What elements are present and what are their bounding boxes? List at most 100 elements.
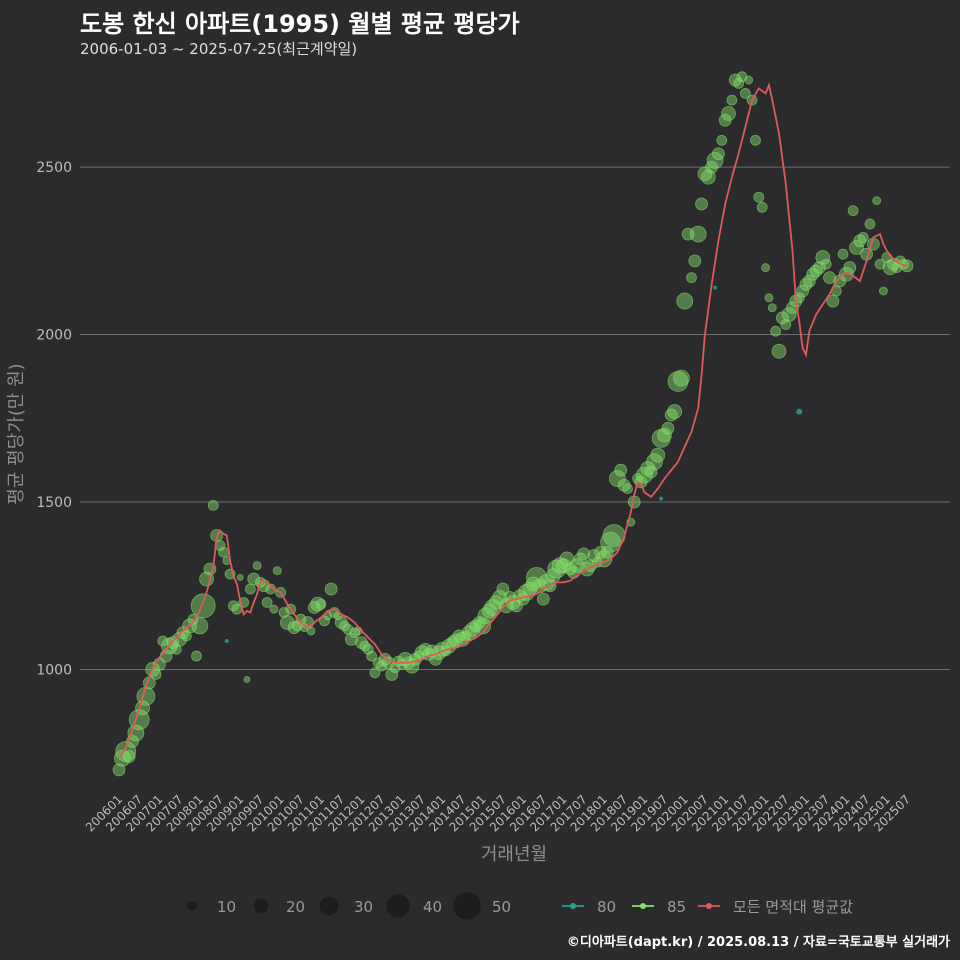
point-85	[344, 632, 358, 646]
legend-size-circle	[453, 892, 481, 920]
point-85	[857, 232, 869, 243]
point-85	[180, 630, 192, 642]
legend-series-marker	[570, 903, 576, 909]
gridlines	[80, 166, 950, 670]
legend-size-circle	[187, 901, 197, 911]
chart-title: 도봉 한신 아파트(1995) 월별 평균 평당가	[80, 10, 520, 38]
point-85	[247, 572, 261, 586]
point-85	[700, 169, 716, 185]
point-85	[465, 621, 480, 637]
point-85	[622, 483, 633, 495]
point-85	[376, 660, 388, 672]
point-85	[362, 643, 374, 655]
point-85	[823, 271, 836, 285]
point-85	[170, 643, 182, 655]
point-85	[815, 250, 831, 265]
point-85	[650, 447, 666, 463]
point-85	[879, 286, 888, 296]
point-85	[689, 225, 707, 243]
point-85	[207, 499, 219, 511]
point-85	[536, 592, 550, 606]
point-85	[657, 427, 672, 443]
point-85	[261, 597, 273, 608]
series-80-points	[224, 285, 803, 643]
point-85	[244, 583, 256, 595]
point-85	[369, 667, 381, 679]
point-85	[849, 240, 864, 255]
point-85	[217, 546, 229, 558]
legend-size-circle	[386, 894, 410, 918]
point-85	[764, 293, 774, 303]
point-85	[587, 549, 601, 562]
point-80	[796, 408, 803, 415]
legend-series-label: 모든 면적대 평균값	[733, 898, 853, 916]
point-85	[676, 292, 694, 310]
point-85	[753, 191, 765, 203]
point-85	[122, 750, 136, 763]
point-85	[295, 613, 307, 625]
point-85	[307, 601, 321, 614]
point-85	[750, 134, 761, 146]
point-85	[706, 152, 724, 169]
point-85	[820, 258, 832, 270]
point-85	[767, 303, 777, 313]
point-85	[761, 263, 770, 272]
y-tick-label: 2000	[36, 328, 72, 344]
legend-series-label: 80	[597, 898, 616, 916]
point-85	[796, 284, 810, 298]
legend-size-circle	[319, 896, 339, 916]
point-85	[786, 301, 799, 315]
point-85	[726, 94, 738, 106]
legend-size-circle	[253, 898, 269, 914]
mean-line-group	[118, 82, 908, 759]
point-85	[672, 369, 690, 387]
point-85	[272, 566, 282, 576]
point-85	[686, 272, 697, 284]
point-85	[634, 475, 648, 489]
point-85	[780, 319, 792, 330]
y-tick-label: 1500	[36, 495, 72, 511]
point-85	[802, 274, 816, 288]
point-85	[608, 470, 626, 487]
point-85	[385, 668, 399, 681]
point-85	[474, 617, 492, 635]
x-axis-title: 거래년월	[481, 844, 547, 865]
point-85	[172, 631, 188, 647]
point-85	[136, 686, 156, 706]
point-85	[864, 218, 876, 230]
legend-size-label: 20	[286, 898, 305, 916]
source-caption: ©디아파트(dapt.kr) / 2025.08.13 / 자료=국토교통부 실…	[566, 935, 950, 950]
point-85	[191, 650, 202, 662]
point-85	[756, 201, 768, 213]
point-85	[600, 531, 622, 553]
point-85	[496, 582, 510, 596]
y-tick-label: 2500	[36, 160, 72, 176]
point-85	[874, 258, 886, 270]
point-85	[721, 106, 736, 121]
point-85	[661, 421, 675, 435]
y-tick-label: 1000	[36, 662, 72, 678]
point-85	[646, 453, 663, 471]
point-85	[739, 88, 751, 99]
point-85	[614, 463, 628, 477]
point-85	[278, 607, 290, 618]
point-85	[667, 404, 683, 419]
y-axis-title: 평균 평당가(만 원)	[6, 363, 27, 504]
point-85	[695, 197, 708, 211]
point-85	[640, 461, 656, 476]
point-85	[191, 617, 209, 635]
point-85	[315, 598, 327, 610]
point-85	[667, 371, 689, 392]
legend: 10 20 30 40 50 80 85 모든 면적대 평균값	[187, 892, 853, 920]
point-85	[716, 134, 728, 146]
legend-size-label: 10	[217, 898, 236, 916]
point-85	[781, 307, 797, 322]
point-80	[224, 638, 229, 643]
point-85	[744, 75, 754, 85]
point-85	[838, 266, 854, 282]
point-85	[498, 598, 514, 614]
point-85	[150, 669, 162, 680]
point-85	[705, 160, 719, 174]
point-85	[306, 626, 316, 636]
point-85	[366, 650, 377, 662]
